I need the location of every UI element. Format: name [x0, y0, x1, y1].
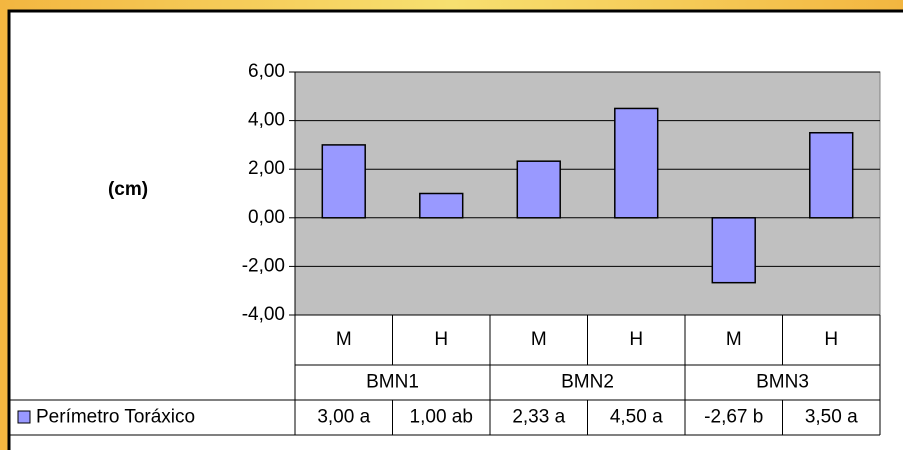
y-tick-label: 4,00: [248, 110, 285, 131]
bar: [516, 160, 561, 219]
data-table-value: 1,00 ab: [410, 407, 473, 428]
y-tick-label: -2,00: [242, 255, 285, 276]
data-table-value: 4,50 a: [610, 407, 663, 428]
y-tick-label: -4,00: [242, 304, 285, 325]
x-tick-label: M: [531, 329, 547, 350]
x-tick-label: H: [434, 329, 448, 350]
y-tick-label: 0,00: [248, 207, 285, 228]
bar: [614, 107, 659, 219]
x-tick-label: M: [726, 329, 742, 350]
legend-swatch: [17, 410, 31, 424]
y-tick-label: 6,00: [248, 61, 285, 82]
x-tick-label: H: [629, 329, 643, 350]
legend-label: Perímetro Toráxico: [36, 407, 195, 428]
group-label: BMN1: [366, 372, 419, 393]
data-table-value: 3,50 a: [805, 407, 858, 428]
y-axis-label: (cm): [108, 179, 148, 200]
plot-area: [294, 71, 881, 316]
data-table-value: -2,67 b: [704, 407, 763, 428]
bar: [419, 192, 464, 219]
x-tick-label: H: [824, 329, 838, 350]
bar: [809, 132, 854, 219]
y-tick-label: 2,00: [248, 158, 285, 179]
group-label: BMN3: [756, 372, 809, 393]
bar: [321, 144, 366, 219]
data-table-value: 2,33 a: [512, 407, 565, 428]
x-tick-label: M: [336, 329, 352, 350]
group-label: BMN2: [561, 372, 614, 393]
data-table-value: 3,00 a: [317, 407, 370, 428]
bar: [711, 217, 756, 284]
